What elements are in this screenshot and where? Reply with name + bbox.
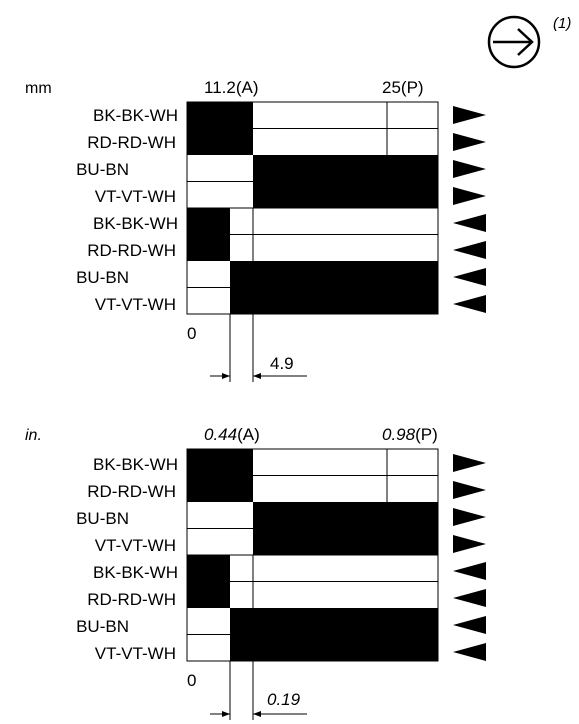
direction-note: (1): [553, 15, 571, 32]
arrow-left-icon: [453, 241, 486, 259]
mm-direction-arrows: [453, 106, 486, 313]
wire-label: BU-BN: [76, 509, 129, 528]
arrow-left-icon: [453, 268, 486, 286]
in-block-d-on: [230, 608, 438, 661]
mm-zero-label: 0: [187, 324, 196, 343]
mm-dimension: 4.9: [210, 314, 307, 382]
in-dimension: 0.19: [210, 661, 307, 720]
arrow-left-icon: [453, 295, 486, 313]
mm-block-d-on: [230, 261, 438, 314]
wire-label: BK-BK-WH: [93, 214, 178, 233]
mm-label-a: 11.2(A): [204, 78, 259, 97]
wire-label: BU-BN: [76, 160, 129, 179]
wire-label: BU-BN: [76, 617, 129, 636]
wire-label: VT-VT-WH: [95, 644, 176, 663]
wire-label: VT-VT-WH: [95, 536, 176, 555]
arrow-left-icon: [453, 616, 486, 634]
in-signal-grid: [186, 448, 439, 662]
arrow-right-icon: [453, 187, 486, 205]
wire-label: BK-BK-WH: [93, 455, 178, 474]
wire-label: VT-VT-WH: [95, 187, 176, 206]
in-label-a: 0.44(A): [204, 425, 260, 444]
in-dimension-value: 0.19: [267, 690, 301, 709]
in-chart: in. 0.44(A) 0.98(P) BK-BK-WH RD-RD-WH BU…: [25, 425, 486, 720]
arrow-left-icon: [453, 214, 486, 232]
mm-chart: mm 11.2(A) 25(P) BK-BK-WH RD-RD-WH BU-BN…: [25, 78, 486, 382]
wire-label: BK-BK-WH: [93, 106, 178, 125]
arrow-right-icon: [453, 160, 486, 178]
arrow-left-icon: [453, 562, 486, 580]
mm-block-a-on: [187, 102, 253, 155]
arrow-right-icon: [453, 133, 486, 151]
in-wire-labels: BK-BK-WH RD-RD-WH BU-BN VT-VT-WH BK-BK-W…: [76, 455, 178, 663]
mm-signal-grid: [186, 101, 439, 315]
mm-label-p: 25(P): [382, 78, 424, 97]
wire-label: BU-BN: [76, 268, 129, 287]
in-unit-label: in.: [25, 427, 42, 444]
wire-label: RD-RD-WH: [87, 482, 176, 501]
in-block-b-on: [253, 502, 438, 555]
arrow-right-icon: [453, 454, 486, 472]
arrow-left-icon: [453, 643, 486, 661]
mm-unit-label: mm: [25, 80, 52, 97]
in-block-c-on: [187, 555, 230, 608]
mm-block-b-on: [253, 155, 438, 208]
in-label-p: 0.98(P): [382, 425, 438, 444]
wire-label: RD-RD-WH: [87, 241, 176, 260]
arrow-right-icon: [453, 481, 486, 499]
arrow-right-icon: [453, 106, 486, 124]
wire-label: BK-BK-WH: [93, 563, 178, 582]
arrow-right-icon: [453, 508, 486, 526]
direction-symbol: (1): [487, 15, 571, 69]
wire-label: RD-RD-WH: [87, 590, 176, 609]
mm-block-c-on: [187, 208, 230, 261]
arrow-right-icon: [453, 535, 486, 553]
in-direction-arrows: [453, 454, 486, 661]
wire-label: RD-RD-WH: [87, 133, 176, 152]
wire-label: VT-VT-WH: [95, 295, 176, 314]
arrow-left-icon: [453, 589, 486, 607]
mm-dimension-value: 4.9: [270, 354, 294, 373]
in-block-a-on: [187, 449, 253, 502]
in-zero-label: 0: [187, 671, 196, 690]
mm-wire-labels: BK-BK-WH RD-RD-WH BU-BN VT-VT-WH BK-BK-W…: [76, 106, 178, 314]
